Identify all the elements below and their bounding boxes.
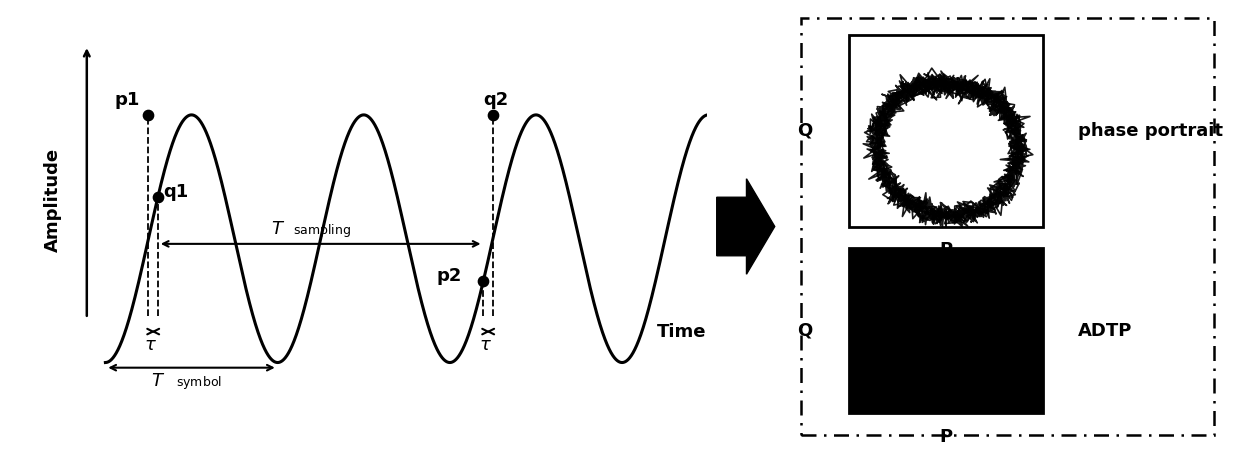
Point — [484, 111, 503, 119]
Text: $\mathit{T}$: $\mathit{T}$ — [272, 220, 285, 237]
Text: p2: p2 — [436, 267, 463, 284]
Text: $\tau$: $\tau$ — [479, 336, 492, 354]
Text: P: P — [940, 241, 952, 260]
Text: $\mathrm{sampling}$: $\mathrm{sampling}$ — [293, 222, 351, 239]
Point — [139, 111, 159, 119]
Text: Time: Time — [657, 323, 707, 341]
Text: q2: q2 — [484, 91, 508, 109]
Text: Amplitude: Amplitude — [43, 148, 62, 252]
Text: Q: Q — [797, 322, 812, 340]
Point — [148, 193, 167, 200]
Text: q1: q1 — [162, 183, 188, 201]
Point — [474, 277, 494, 284]
Text: $\tau$: $\tau$ — [144, 336, 156, 354]
Bar — [849, 35, 1043, 226]
Text: phase portrait: phase portrait — [1078, 122, 1223, 140]
Text: P: P — [940, 429, 952, 446]
Text: p1: p1 — [114, 91, 140, 109]
Bar — [849, 248, 1043, 414]
Text: $\mathit{T}$: $\mathit{T}$ — [151, 372, 165, 390]
Text: ADTP: ADTP — [1078, 322, 1132, 340]
Text: $\mathrm{symbol}$: $\mathrm{symbol}$ — [176, 374, 222, 391]
FancyArrow shape — [717, 179, 775, 274]
Text: Q: Q — [797, 122, 812, 140]
